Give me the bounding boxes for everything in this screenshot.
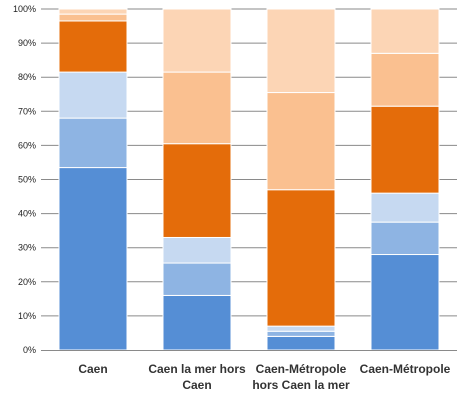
y-tick-label: 50% — [18, 175, 36, 185]
bar-segment — [370, 254, 440, 351]
bar-segment — [370, 52, 440, 107]
bar-segment — [266, 335, 336, 351]
x-category-label: Caen-Métropole — [360, 362, 451, 376]
bar-segment — [162, 262, 232, 296]
bar-segment — [266, 189, 336, 327]
y-tick-label: 10% — [18, 311, 36, 321]
bar-segment — [58, 8, 128, 15]
bar-segment — [58, 71, 128, 119]
y-tick-label: 30% — [18, 243, 36, 253]
x-category-label: Caen — [78, 362, 107, 376]
x-category-label: Caen-Métropole hors Caen la mer — [252, 362, 350, 392]
y-axis-tick-labels: 0% 10% 20% 30% 40% 50% 60% 70% 80% 90% 100% — [13, 4, 36, 355]
bar-segment — [370, 192, 440, 223]
bar-segment — [370, 221, 440, 256]
bar-segment — [370, 105, 440, 194]
bar-segment — [58, 167, 128, 351]
y-tick-label: 80% — [18, 72, 36, 82]
bar-segment — [58, 20, 128, 73]
y-tick-label: 20% — [18, 277, 36, 287]
y-tick-label: 0% — [23, 345, 36, 355]
bar-segment — [266, 92, 336, 191]
y-tick-label: 70% — [18, 106, 36, 116]
bar-segment — [162, 236, 232, 264]
y-tick-label: 40% — [18, 209, 36, 219]
bar-segment — [162, 294, 232, 351]
bar-segment — [58, 117, 128, 169]
bar-segment — [162, 8, 232, 73]
bar-segment — [162, 71, 232, 145]
bar-segments — [58, 8, 440, 351]
bar-segment — [58, 13, 128, 22]
y-tick-label: 100% — [13, 4, 36, 14]
bar-segment — [162, 143, 232, 238]
x-category-label: Caen la mer hors Caen — [148, 362, 246, 392]
bar-segment — [266, 8, 336, 94]
bar-segment — [266, 330, 336, 337]
bar-segment — [370, 8, 440, 54]
y-tick-label: 60% — [18, 140, 36, 150]
y-tick-label: 90% — [18, 38, 36, 48]
bar-segment — [266, 325, 336, 332]
